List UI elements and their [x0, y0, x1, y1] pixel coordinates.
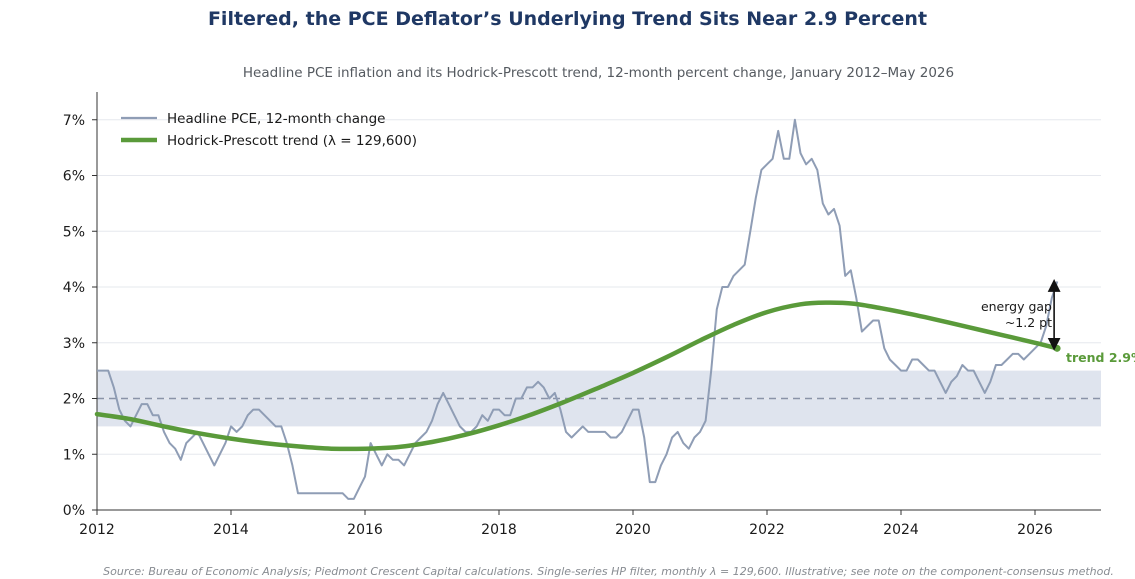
- axes: 0% 1% 2% 3% 4% 5% 6% 7% 2012 2014 2016 2018 2020 2022…: [63, 92, 1101, 538]
- x-tick-label: 2012: [79, 522, 115, 538]
- series-layer: [94, 118, 1061, 500]
- x-tick-label: 2020: [615, 522, 651, 538]
- headline-pce-line: [97, 118, 1059, 500]
- hp-trend-line: [94, 300, 1060, 452]
- y-tick-label: 5%: [63, 224, 85, 240]
- y-tick-label: 7%: [63, 113, 85, 129]
- x-tick-label: 2022: [749, 522, 785, 538]
- legend-label-headline: Headline PCE, 12-month change: [167, 111, 385, 127]
- chart-title: Filtered, the PCE Deflator’s Underlying …: [207, 8, 928, 30]
- x-tick-label: 2018: [481, 522, 517, 538]
- legend-label-trend: Hodrick-Prescott trend (λ = 129,600): [167, 133, 417, 149]
- y-tick-label: 1%: [63, 447, 85, 463]
- annotations: energy gap~1.2 pt trend 2.9%: [981, 279, 1135, 365]
- y-tick-label: 3%: [63, 336, 85, 352]
- x-tick-label: 2026: [1017, 522, 1053, 538]
- x-tick-label: 2014: [213, 522, 249, 538]
- y-tick-label: 6%: [63, 169, 85, 185]
- trend-end-marker: [1053, 344, 1061, 352]
- gap-label-line2: ~1.2 pt: [1005, 315, 1052, 330]
- source-note: Source: Bureau of Economic Analysis; Pie…: [103, 565, 1114, 578]
- legend: Headline PCE, 12-month change Hodrick-Pre…: [121, 111, 417, 149]
- y-tick-label: 4%: [63, 280, 85, 296]
- x-tick-label: 2024: [883, 522, 919, 538]
- y-tick-label: 2%: [63, 392, 85, 408]
- gap-label-line1: energy gap: [981, 299, 1052, 314]
- trend-end-label: trend 2.9%: [1066, 350, 1135, 365]
- y-tick-label: 0%: [63, 503, 85, 519]
- x-tick-label: 2016: [347, 522, 383, 538]
- gridlines: [97, 119, 1101, 455]
- chart-subtitle: Headline PCE inflation and its Hodrick-P…: [242, 65, 955, 81]
